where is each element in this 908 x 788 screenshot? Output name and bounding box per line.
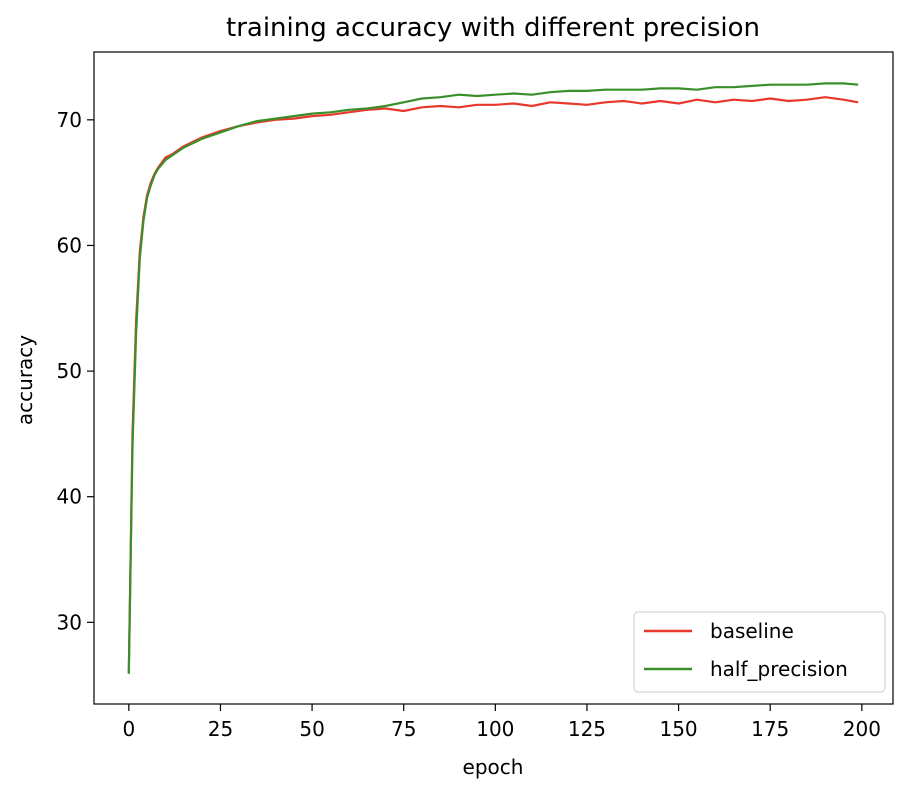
series-line-baseline <box>127 96 859 673</box>
x-tick-label: 50 <box>299 717 324 741</box>
y-tick-label: 70 <box>57 108 82 132</box>
y-tick-label: 40 <box>57 485 82 509</box>
x-axis-label: epoch <box>463 755 524 779</box>
legend-label: half_precision <box>710 657 848 681</box>
x-tick-label: 200 <box>843 717 881 741</box>
y-tick-label: 60 <box>57 233 82 257</box>
legend-label: baseline <box>710 619 794 643</box>
x-ticks: 0 25 50 75 100 125 150 175 200 <box>122 704 881 741</box>
x-tick-label: 175 <box>751 717 789 741</box>
x-tick-label: 75 <box>391 717 416 741</box>
series-line-half-precision <box>127 82 859 674</box>
x-tick-label: 0 <box>122 717 135 741</box>
legend-box <box>633 611 886 693</box>
x-tick-label: 150 <box>659 717 697 741</box>
chart-title: training accuracy with different precisi… <box>226 13 760 43</box>
plot-lines <box>127 82 859 674</box>
x-tick-label: 100 <box>476 717 514 741</box>
plot-area-frame <box>93 51 894 705</box>
x-tick-label: 25 <box>208 717 233 741</box>
y-ticks: 30 40 50 60 70 <box>57 108 94 634</box>
y-axis-label: accuracy <box>13 335 37 425</box>
legend: baseline half_precision <box>633 611 886 693</box>
x-tick-label: 125 <box>568 717 606 741</box>
y-tick-label: 30 <box>57 610 82 634</box>
y-tick-label: 50 <box>57 359 82 383</box>
